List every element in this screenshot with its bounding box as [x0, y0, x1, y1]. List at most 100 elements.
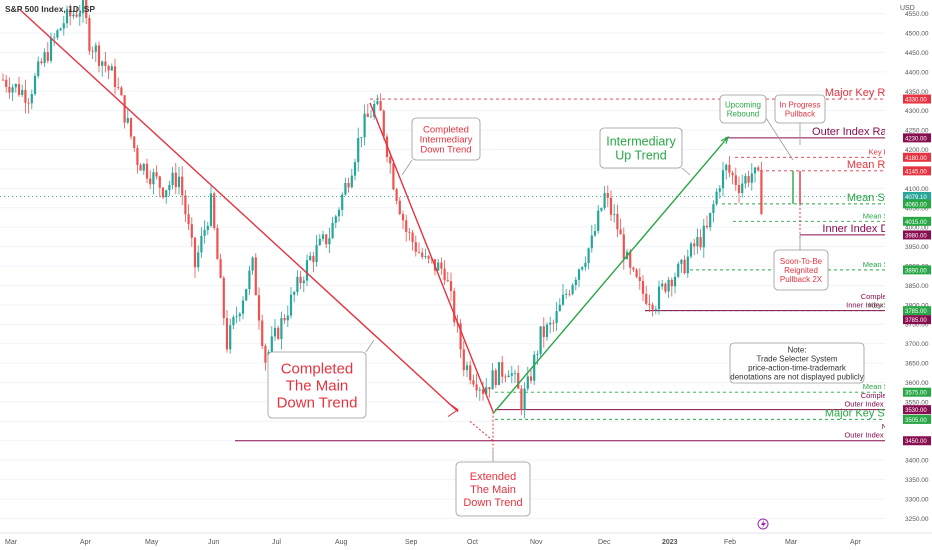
candle-body: [11, 87, 14, 93]
candle-body: [357, 138, 360, 163]
candle-body: [632, 267, 635, 270]
candle-body: [712, 204, 715, 213]
candle-body: [56, 30, 59, 38]
annotation-completed-intermediary-downtrend-text: Completed Intermediary Down Trend: [420, 124, 473, 155]
candle-body: [587, 248, 590, 264]
annotation-soon-to-be-reignited-box: [773, 249, 829, 291]
candle-body: [590, 235, 593, 249]
extended-dip-line-2: [469, 420, 494, 442]
candle-body: [350, 175, 353, 188]
price-tag-text: 3575.00: [905, 391, 927, 397]
candle-body: [715, 191, 718, 205]
candle-body: [94, 45, 97, 52]
price-tag: 4079.10: [903, 191, 931, 201]
candle-body: [341, 194, 344, 210]
annotation-upcoming-rebound-text: Upcoming Rebound: [725, 100, 761, 118]
candle-body: [264, 345, 267, 363]
candle-body: [168, 184, 171, 191]
candle-body: [245, 289, 248, 301]
price-tick-label: 4500.00: [905, 31, 929, 38]
annotation-completed-intermediary-downtrend: Completed Intermediary Down Trend: [401, 117, 481, 176]
candle-body: [421, 252, 424, 258]
candle-body: [334, 216, 337, 223]
candle-body: [561, 294, 565, 305]
annotation-note: Note: Trade Selecter System price-action-t…: [729, 342, 865, 384]
price-tag: 3785.00: [903, 306, 931, 316]
price-tag-text: 3450.00: [905, 439, 927, 445]
candle-body: [46, 52, 49, 61]
candle-body: [584, 263, 587, 268]
candle-body: [299, 276, 302, 284]
candle-body: [645, 293, 648, 304]
candle-body: [8, 87, 11, 93]
price-tag-bg: [903, 166, 931, 176]
candle-body: [27, 102, 30, 104]
level-label: Major Key Sup: [825, 407, 897, 419]
candle-body: [469, 365, 472, 381]
time-tick-label: Mar: [5, 539, 18, 546]
candle-body: [312, 255, 315, 263]
candle-body: [725, 164, 728, 171]
time-tick-label: Oct: [467, 539, 478, 546]
price-tick-label: 4550.00: [905, 11, 929, 18]
price-tag-bg: [903, 315, 931, 325]
candle-body: [699, 237, 702, 248]
candle-body: [222, 277, 225, 319]
candle-body: [302, 280, 305, 284]
candle-body: [187, 214, 190, 225]
lightning-icon-bolt: [761, 520, 766, 529]
price-tag-bg: [903, 199, 931, 209]
candle-body: [424, 256, 427, 258]
candle-body: [318, 238, 321, 246]
candle-body: [693, 243, 696, 247]
price-tick-label: 4050.00: [905, 205, 929, 212]
candle-body: [120, 87, 123, 96]
candle-body: [257, 295, 261, 321]
price-axis: 3250.003300.003350.003400.003450.003500.…: [885, 0, 932, 550]
candle-body: [398, 200, 401, 215]
candle-body: [309, 255, 312, 261]
candle-body: [613, 214, 616, 215]
candle-body: [213, 193, 216, 229]
levels-layer: Major Key Res Outer Index Rally Key Res Mea…: [0, 87, 898, 442]
candle-body: [145, 163, 149, 179]
time-tick-label: Sep: [405, 539, 418, 546]
candle-body: [280, 318, 283, 339]
candle-body: [296, 276, 299, 293]
price-tag-text: 4145.00: [905, 169, 927, 175]
annotation-intermediary-uptrend-text: Intermediary Up Trend: [606, 134, 676, 162]
candle-body: [667, 279, 670, 292]
time-tick-label: Apr: [80, 539, 92, 546]
candle-body: [200, 235, 203, 253]
candle-body: [465, 365, 469, 371]
candle-body: [491, 370, 494, 390]
candle-body: [747, 176, 750, 183]
candle-body: [107, 65, 110, 71]
price-tag-bg: [903, 216, 931, 226]
candle-body: [14, 84, 17, 88]
time-axis: Mar Apr May Jun Jul Aug Sep Oct Nov Dec 2023 Feb Mar…: [0, 518, 932, 546]
candle-body: [123, 95, 126, 123]
candle-body: [139, 164, 142, 171]
candle-body: [661, 283, 664, 287]
candle-body: [293, 292, 296, 295]
level-label: Key Res: [869, 147, 898, 156]
level-label: Key Sup: [869, 301, 897, 310]
candle-body: [574, 279, 577, 286]
candle-body: [760, 170, 763, 215]
candle-body: [721, 170, 725, 189]
candle-body: [376, 101, 379, 105]
price-tag-text: 4180.00: [905, 156, 927, 162]
candle-body: [405, 220, 408, 232]
candle-body: [85, 0, 88, 19]
time-tick-label: 2023: [662, 539, 678, 546]
price-axis-bg: [885, 0, 932, 550]
candle-body: [750, 173, 753, 183]
price-tag-bg: [903, 265, 931, 275]
candle-body: [757, 167, 760, 171]
price-tag-bg: [903, 405, 931, 415]
price-tag: 3575.00: [903, 387, 931, 397]
candle-body: [597, 210, 600, 232]
candle-body: [641, 280, 645, 294]
candle-body: [664, 283, 667, 292]
